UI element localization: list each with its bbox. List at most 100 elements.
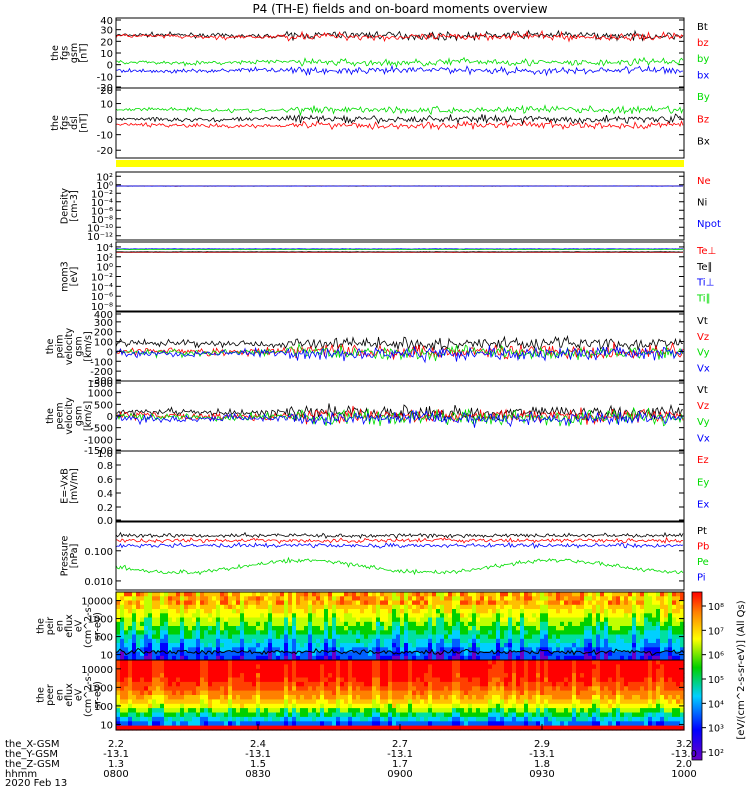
spectrogram-cell [560,703,565,709]
spectrogram-cell [152,626,157,631]
y-axis-label: the [45,339,56,355]
spectrogram-cell [432,621,437,627]
spectrogram-cell [352,617,357,623]
spectrogram-cell [288,600,293,606]
spectrogram-cell [312,621,317,627]
legend-label-Bz: Bz [697,114,709,125]
spectrogram-cell [468,703,473,709]
spectrogram-cell [576,630,581,636]
spectrogram-cell [488,703,493,709]
spectrogram-cell [412,708,417,714]
spectrogram-cell [624,592,629,597]
spectrogram-cell [672,592,677,597]
spectrogram-cell [492,668,497,674]
spectrogram-cell [372,643,377,648]
spectrogram-cell [396,643,401,648]
spectrogram-cell [468,630,473,636]
spectrogram-cell [140,699,145,705]
spectrogram-cell [240,600,245,606]
spectrogram-cell [136,592,141,597]
spectrogram-cell [228,655,233,661]
spectrogram-cell [652,647,657,653]
spectrogram-cell [556,600,561,606]
spectrogram-cell [652,664,657,670]
spectrogram-cell [448,617,453,623]
spectrogram-cell [260,596,265,602]
spectrogram-cell [180,613,185,619]
spectrogram-cell [568,668,573,674]
y-tick-label: 100 [94,702,113,713]
spectrogram-cell [640,681,645,687]
spectrogram-cell [260,660,265,665]
spectrogram-cell [148,592,153,597]
spectrogram-cell [476,638,481,644]
spectrogram-cell [680,712,685,718]
spectrogram-cell [384,626,389,631]
spectrogram-cell [532,660,537,665]
spectrogram-cell [392,673,397,679]
spectrogram-cell [380,668,385,674]
spectrogram-cell [220,716,225,722]
spectrogram-cell [676,647,681,653]
spectrogram-cell [284,660,289,665]
spectrogram-cell [420,655,425,661]
spectrogram-cell [492,673,497,679]
spectrogram-cell [544,695,549,700]
spectrogram-cell [340,647,345,653]
spectrogram-cell [484,626,489,631]
y-tick-label: 10² [96,172,113,183]
spectrogram-cell [448,677,453,683]
spectrogram-cell [240,621,245,627]
spectrogram-cell [272,617,277,623]
spectrogram-cell [680,660,685,665]
spectrogram-cell [336,664,341,670]
spectrogram-cell [644,621,649,627]
y-tick-label: -300 [90,376,113,387]
spectrogram-cell [340,668,345,674]
spectrogram-cell [364,613,369,619]
spectrogram-cell [372,673,377,679]
spectrogram-cell [548,686,553,692]
spectrogram-cell [136,664,141,670]
spectrogram-cell [612,686,617,692]
spectrogram-cell [332,621,337,627]
spectrogram-cell [452,668,457,674]
spectrogram-cell [428,621,433,627]
spectrogram-cell [408,725,413,731]
spectrogram-cell [452,681,457,687]
spectrogram-cell [576,703,581,709]
spectrogram-cell [236,651,241,657]
spectrogram-cell [652,673,657,679]
spectrogram-cell [296,651,301,657]
spectrogram-cell [168,712,173,718]
spectrogram-cell [200,655,205,661]
spectrogram-cell [388,626,393,631]
spectrogram-cell [644,600,649,606]
spectrogram-cell [648,634,653,640]
spectrogram-cell [452,626,457,631]
spectrogram-cell [400,651,405,657]
spectrogram-cell [256,681,261,687]
spectrogram-cell [524,596,529,602]
spectrogram-cell [592,609,597,614]
spectrogram-cell [464,621,469,627]
spectrogram-cell [556,681,561,687]
spectrogram-cell [548,660,553,665]
spectrogram-cell [204,677,209,683]
spectrogram-cell [296,703,301,709]
spectrogram-cell [536,621,541,627]
spectrogram-cell [568,621,573,627]
spectrogram-cell [680,613,685,619]
spectrogram-cell [476,643,481,648]
spectrogram-cell [520,592,525,597]
y-tick-label: 10⁻¹² [87,232,113,243]
spectrogram-cell [152,703,157,709]
spectrogram-cell [632,621,637,627]
spectrogram-cell [332,651,337,657]
spectrogram-cell [604,596,609,602]
spectrogram-cell [472,712,477,718]
spectrogram-cell [132,626,137,631]
spectrogram-cell [308,725,313,731]
spectrogram-cell [556,596,561,602]
spectrogram-cell [288,592,293,597]
